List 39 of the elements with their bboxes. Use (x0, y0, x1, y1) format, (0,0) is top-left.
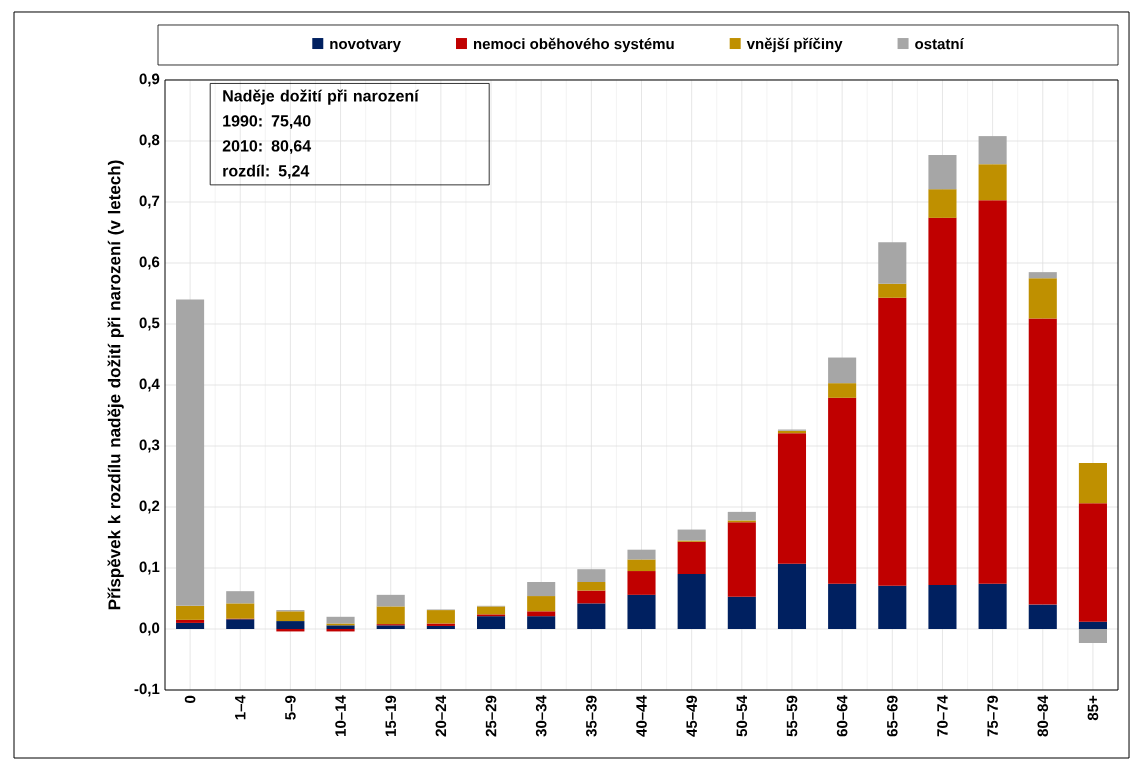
y-tick-label: 0,4 (139, 378, 160, 392)
x-tick-label: 1–4 (235, 695, 246, 720)
annotation: 2010: 80,64 (222, 140, 312, 154)
legend-label: vnější příčiny (746, 37, 843, 53)
x-tick-label: 45–49 (686, 695, 697, 737)
x-tick-label: 50–54 (736, 695, 748, 737)
x-tick-label: 0 (184, 695, 196, 703)
x-tick-label: 40–44 (636, 695, 647, 737)
y-tick-label: 0,0 (139, 622, 160, 636)
x-tick-label: 10–14 (335, 695, 346, 736)
y-tick-label: 0,9 (139, 73, 160, 87)
x-tick-label: 30–34 (535, 695, 547, 737)
x-tick-label: 20–24 (435, 695, 447, 737)
x-tick-label: 75–79 (987, 695, 998, 737)
x-tick-label: 80–84 (1037, 695, 1049, 737)
x-tick-label: 15–19 (385, 695, 397, 736)
legend-label: ostatní (915, 38, 965, 50)
x-tick-label: 55–59 (786, 695, 798, 737)
y-tick-label: -0,1 (134, 683, 160, 697)
y-axis-title: Příspěvek k rozdílu naděje dožití při narození (v letech) (107, 160, 124, 610)
y-tick-label: 0,8 (139, 134, 160, 148)
x-tick-label: 5–9 (285, 695, 296, 720)
x-tick-label: 85+ (1087, 695, 1099, 721)
annotation: rozdíl: 5,24 (223, 164, 310, 179)
y-tick-label: 0,5 (139, 317, 160, 331)
x-tick-label: 65–69 (886, 695, 898, 737)
legend-label: novotvary (330, 39, 401, 53)
x-tick-label: 35–39 (586, 695, 597, 737)
y-tick-label: 0,1 (139, 561, 160, 575)
x-tick-label: 60–64 (836, 695, 848, 737)
y-tick-label: 0,3 (139, 439, 160, 453)
x-tick-label: 25–29 (485, 695, 497, 737)
y-tick-label: 0,7 (139, 195, 160, 209)
annotation: Naděje dožití při narození (223, 89, 420, 105)
x-tick-label: 70–74 (937, 695, 948, 737)
y-tick-label: 0,6 (139, 256, 160, 270)
y-tick-label: 0,2 (139, 500, 160, 514)
legend-label: nemoci oběhového systému (473, 37, 674, 53)
annotation: 1990: 75,40 (223, 115, 311, 129)
